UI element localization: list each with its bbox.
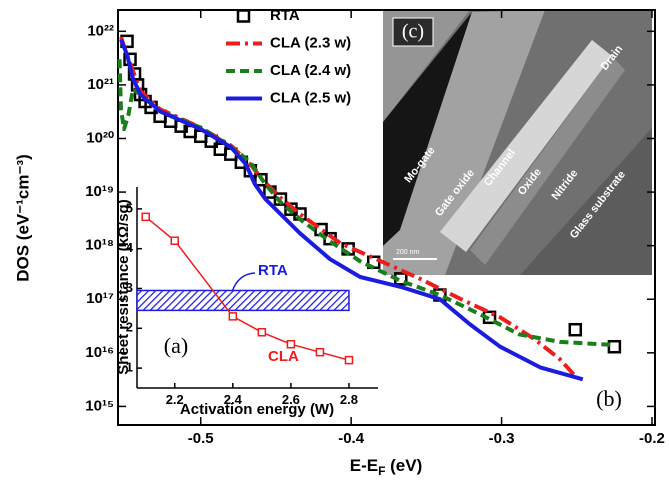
- legend-label: CLA (2.3 w): [270, 34, 351, 51]
- data-point: [344, 355, 354, 365]
- data-point: [315, 347, 325, 357]
- x-tick-label: 2.2: [166, 392, 184, 407]
- inset-x-axis-label: Activation energy (W): [180, 401, 334, 418]
- x-axis-label: E-EF (eV): [350, 456, 423, 478]
- series-label: CLA: [268, 348, 299, 365]
- legend-label: CLA (2.4 w): [270, 62, 351, 79]
- x-tick-label: -0.3: [489, 430, 515, 447]
- legend-label: CLA (2.5 w): [270, 89, 351, 106]
- x-tick-label: -0.5: [188, 430, 214, 447]
- data-point: [568, 322, 583, 337]
- x-tick-label: 2.4: [224, 392, 243, 407]
- scale-bar-label: 200 nm: [396, 249, 420, 256]
- y-tick-label: 10¹⁶: [85, 344, 114, 361]
- y-tick-label: 10²¹: [87, 76, 114, 93]
- y-tick-label: 3: [126, 280, 133, 295]
- x-axis-label-part: (eV): [385, 456, 422, 475]
- y-tick-label: 2: [126, 320, 133, 335]
- band-callout: [231, 272, 256, 293]
- plot-frame: [117, 9, 656, 426]
- panel-label: (b): [596, 386, 622, 411]
- x-tick-label: -0.4: [338, 430, 365, 447]
- legend-label: RTA: [270, 7, 300, 24]
- y-axis-label: DOS (eV⁻¹cm⁻³): [13, 154, 32, 282]
- band-label: RTA: [258, 262, 288, 279]
- panel-label: (c): [402, 21, 424, 43]
- y-tick-label: 10¹⁹: [85, 183, 114, 200]
- y-tick-label: 1: [126, 360, 133, 375]
- rta-band: [136, 289, 350, 312]
- x-axis-label-part: E-E: [350, 456, 378, 475]
- y-tick-label: 10¹⁸: [85, 237, 114, 254]
- panel-label: (a): [164, 333, 188, 358]
- x-tick-label: -0.2: [639, 430, 665, 447]
- x-axis-label-sub: F: [378, 464, 385, 478]
- data-point: [228, 312, 238, 321]
- series-line: [119, 38, 584, 382]
- x-tick-label: 2.6: [282, 392, 300, 407]
- data-point: [141, 212, 150, 222]
- tem-image: (c) Mo-gate Gate oxide Channel Oxide Nit…: [383, 10, 652, 275]
- y-tick-label: 10²⁰: [86, 129, 114, 146]
- y-tick-label: 10²²: [87, 22, 114, 39]
- y-tick-label: 10¹⁵: [85, 397, 114, 414]
- inset-y-axis-label: Sheet resistance (kΩ/sq): [115, 199, 132, 374]
- y-tick-label: 4: [126, 240, 134, 255]
- y-tick-label: 10¹⁷: [86, 290, 114, 307]
- legend-marker: [236, 9, 251, 23]
- data-point: [286, 339, 296, 349]
- series-line: [119, 36, 579, 380]
- data-point: [257, 328, 267, 337]
- data-point: [607, 339, 622, 354]
- y-tick-label: 5: [126, 200, 133, 215]
- data-point: [170, 236, 179, 245]
- x-tick-label: 2.8: [340, 392, 358, 407]
